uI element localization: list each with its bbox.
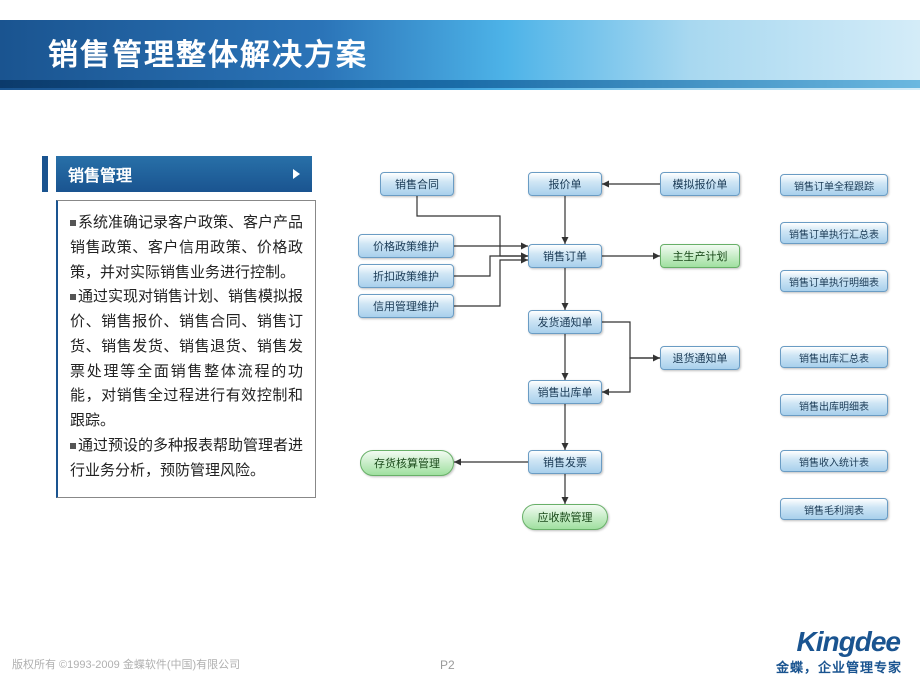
brand-tagline: 金蝶，企业管理专家 <box>776 657 902 676</box>
flow-node-rpt-exec-sum: 销售订单执行汇总表 <box>780 222 888 244</box>
flow-node-sales-invoice: 销售发票 <box>528 450 602 474</box>
title-bar: 销售管理整体解决方案 <box>0 20 920 90</box>
flow-node-rpt-out-det: 销售出库明细表 <box>780 394 888 416</box>
tab-header[interactable]: 销售管理 <box>56 156 312 192</box>
bullet-icon <box>70 443 76 449</box>
flow-node-sales-contract: 销售合同 <box>380 172 454 196</box>
flow-node-return-notice: 退货通知单 <box>660 346 740 370</box>
flow-node-quote: 报价单 <box>528 172 602 196</box>
chevron-right-icon <box>293 169 300 179</box>
bullet-text-3: 通过预设的多种报表帮助管理者进行业务分析，预防管理风险。 <box>70 437 303 479</box>
flow-node-rpt-track: 销售订单全程跟踪 <box>780 174 888 196</box>
flow-node-mps: 主生产计划 <box>660 244 740 268</box>
bullet-icon <box>70 220 76 226</box>
brand-text: Kingdee <box>797 626 900 657</box>
flow-node-rpt-margin: 销售毛利润表 <box>780 498 888 520</box>
flow-node-sales-out: 销售出库单 <box>528 380 602 404</box>
flow-node-ar-mgmt: 应收款管理 <box>522 504 608 530</box>
footer-copyright: 版权所有 ©1993-2009 金蝶软件(中国)有限公司 <box>12 656 240 672</box>
flow-node-inv-acct: 存货核算管理 <box>360 450 454 476</box>
flow-node-delivery-notice: 发货通知单 <box>528 310 602 334</box>
tab-label: 销售管理 <box>68 162 132 186</box>
footer-page-number: P2 <box>440 658 455 672</box>
bullet-icon <box>70 294 76 300</box>
brand-logo: Kingdee <box>797 626 900 658</box>
description-box: 系统准确记录客户政策、客户产品销售政策、客户信用政策、价格政策，并对实际销售业务… <box>56 200 316 498</box>
flow-node-rpt-income: 销售收入统计表 <box>780 450 888 472</box>
flow-node-rpt-out-sum: 销售出库汇总表 <box>780 346 888 368</box>
flow-node-credit-policy: 信用管理维护 <box>358 294 454 318</box>
bullet-text-2: 通过实现对销售计划、销售模拟报价、销售报价、销售合同、销售订货、销售发货、销售退… <box>70 288 303 429</box>
flow-node-sales-order: 销售订单 <box>528 244 602 268</box>
flow-node-price-policy: 价格政策维护 <box>358 234 454 258</box>
flow-node-sim-quote: 模拟报价单 <box>660 172 740 196</box>
title-underline <box>0 80 920 88</box>
page-title: 销售管理整体解决方案 <box>48 30 368 74</box>
flow-node-rpt-exec-det: 销售订单执行明细表 <box>780 270 888 292</box>
flowchart: 销售合同 报价单 模拟报价单价格政策维护折扣政策维护信用管理维护 销售订单 主生产计划发… <box>350 160 910 560</box>
flow-node-discount-policy: 折扣政策维护 <box>358 264 454 288</box>
tab-accent <box>42 156 48 192</box>
bullet-text-1: 系统准确记录客户政策、客户产品销售政策、客户信用政策、价格政策，并对实际销售业务… <box>70 214 303 281</box>
